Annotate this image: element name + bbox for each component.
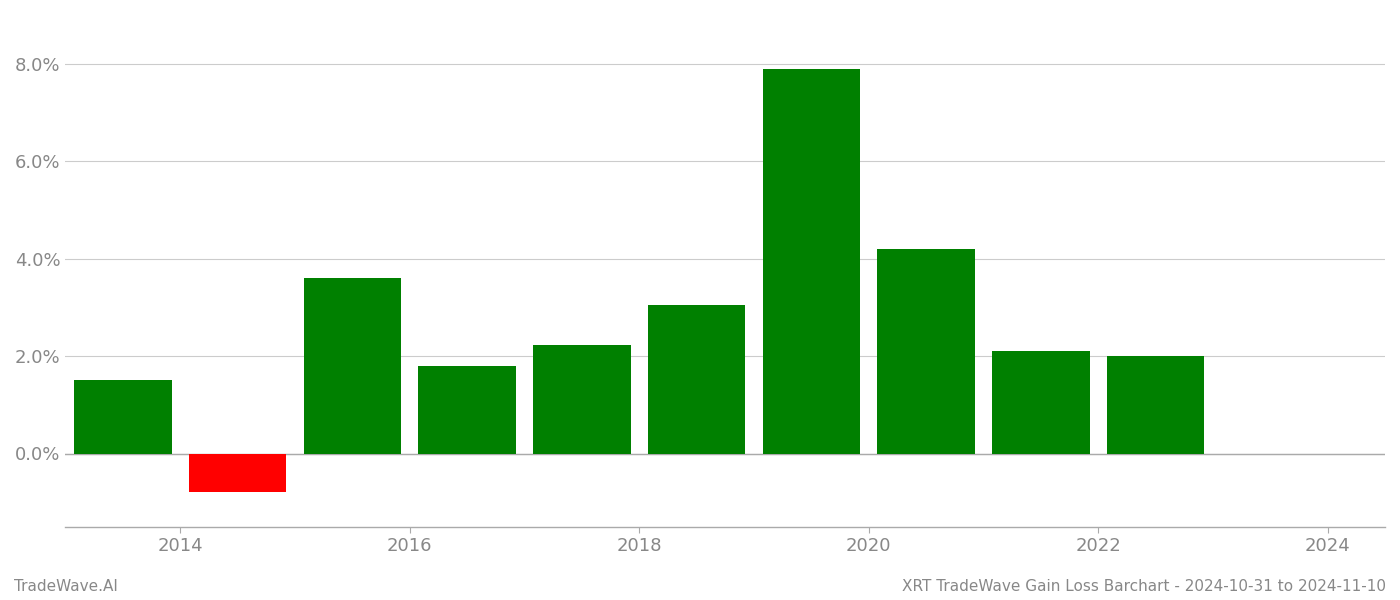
Bar: [419, 366, 515, 454]
Bar: [763, 68, 860, 454]
Text: TradeWave.AI: TradeWave.AI: [14, 579, 118, 594]
Bar: [648, 305, 745, 454]
Bar: [878, 249, 974, 454]
Text: XRT TradeWave Gain Loss Barchart - 2024-10-31 to 2024-11-10: XRT TradeWave Gain Loss Barchart - 2024-…: [902, 579, 1386, 594]
Bar: [533, 346, 630, 454]
Bar: [993, 351, 1089, 454]
Bar: [74, 380, 172, 454]
Bar: [189, 454, 287, 493]
Bar: [1107, 356, 1204, 454]
Bar: [304, 278, 402, 454]
